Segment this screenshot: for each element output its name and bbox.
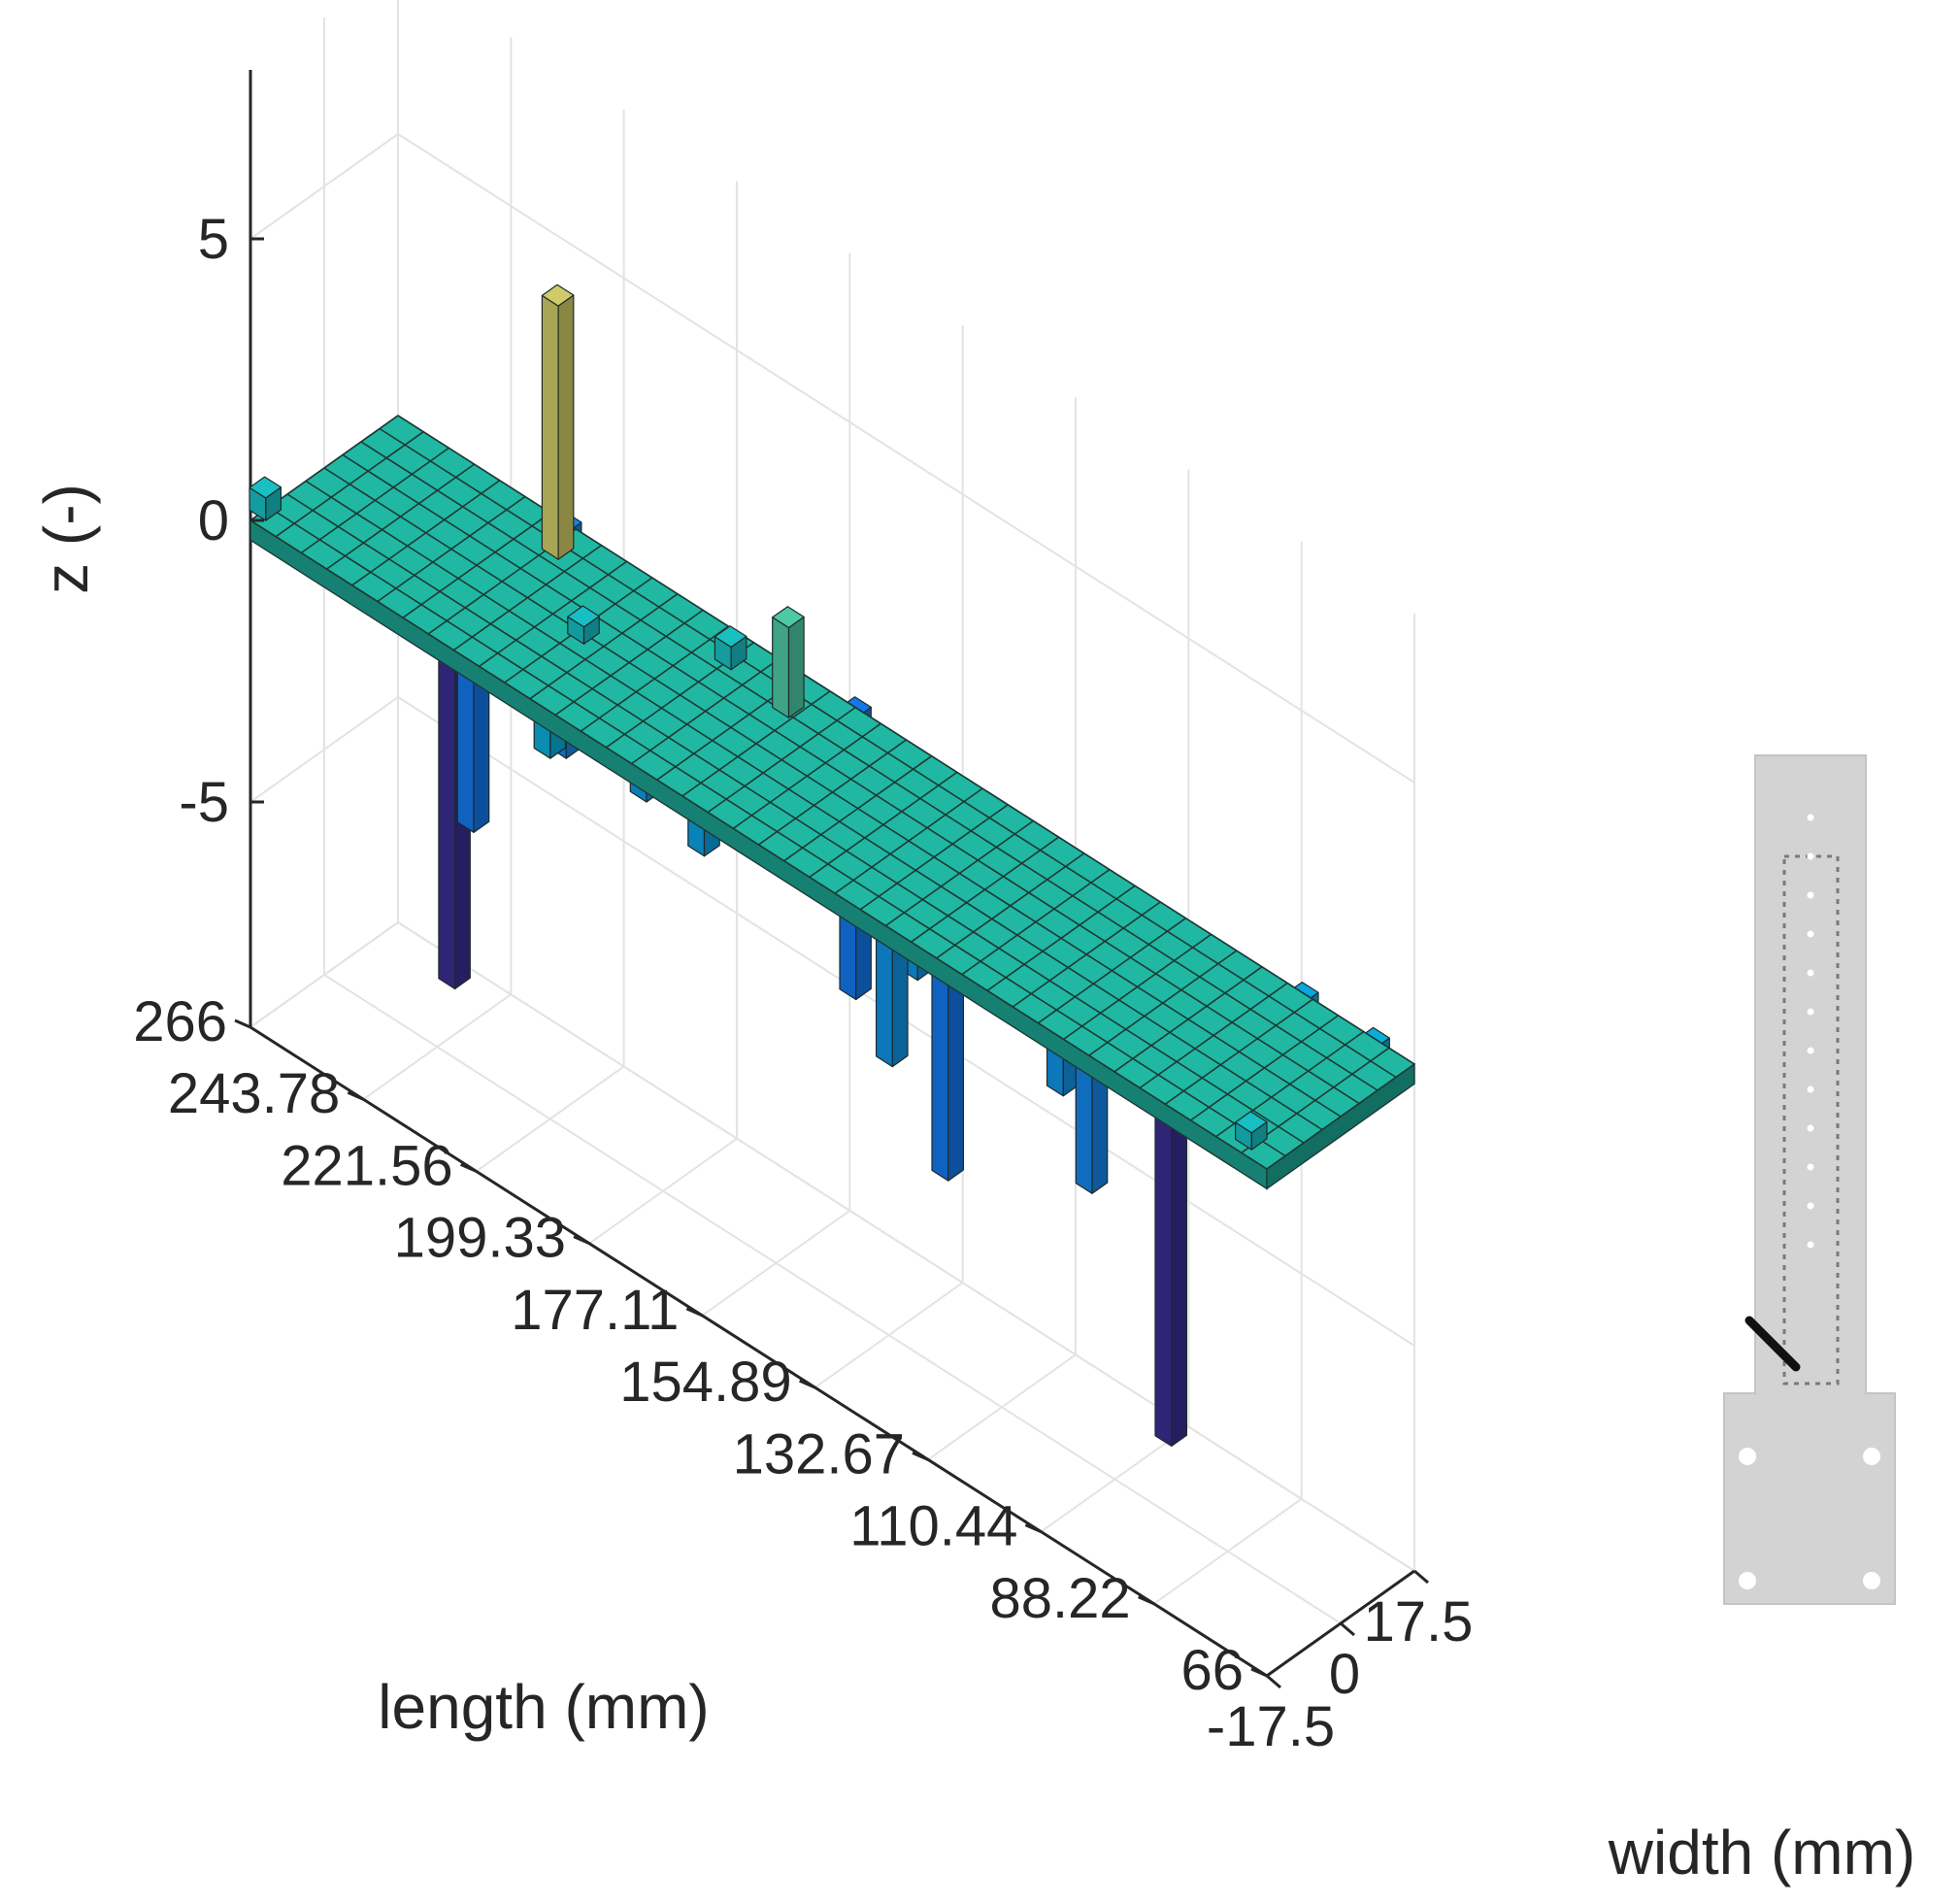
mount-hole bbox=[1863, 1448, 1880, 1465]
specimen-inset bbox=[1723, 754, 1896, 1605]
length-tick-mark bbox=[234, 1018, 251, 1029]
width-tick-label: 0 bbox=[1329, 1643, 1360, 1706]
length-tick-mark bbox=[460, 1163, 478, 1173]
length-tick-mark bbox=[685, 1307, 703, 1318]
width-tick-label: 17.5 bbox=[1364, 1590, 1474, 1653]
mount-hole bbox=[1739, 1448, 1756, 1465]
sensor-dot bbox=[1807, 852, 1814, 860]
sensor-dot bbox=[1807, 969, 1814, 977]
length-tick-label: 66 bbox=[1180, 1639, 1244, 1702]
specimen-outline bbox=[1723, 754, 1896, 1605]
length-tick-label: 132.67 bbox=[733, 1422, 905, 1486]
sensor-dot bbox=[1807, 814, 1814, 821]
sensor-dot bbox=[1807, 1008, 1814, 1016]
bars bbox=[249, 284, 1268, 1151]
length-tick-mark bbox=[1138, 1595, 1155, 1606]
bar bbox=[1234, 1111, 1268, 1151]
length-tick-label: 199.33 bbox=[394, 1207, 566, 1270]
z-tick-label: 0 bbox=[198, 489, 229, 552]
bar bbox=[567, 605, 600, 645]
sensor-dot bbox=[1807, 1085, 1814, 1093]
length-tick-label: 221.56 bbox=[281, 1134, 452, 1197]
measurement-region bbox=[1782, 854, 1840, 1386]
length-tick-label: 243.78 bbox=[168, 1062, 340, 1125]
bar bbox=[249, 476, 282, 521]
sensor-dot bbox=[1807, 1163, 1814, 1171]
z-tick-label: 5 bbox=[198, 208, 229, 271]
length-tick-label: 88.22 bbox=[990, 1567, 1131, 1630]
indicator-arrow bbox=[1744, 1316, 1801, 1372]
bar bbox=[541, 284, 575, 560]
length-tick-mark bbox=[573, 1235, 590, 1246]
sensor-dot bbox=[1807, 1124, 1814, 1132]
bar bbox=[714, 625, 747, 671]
tick-labels: 5 0 -5 266 243.78 221.56 199.33 177.11 154.89 132… bbox=[133, 208, 1473, 1758]
width-tick-mark bbox=[1340, 1621, 1355, 1637]
width-tick-label: -17.5 bbox=[1207, 1695, 1335, 1758]
z-axis-label: z (-) bbox=[31, 484, 101, 594]
length-tick-mark bbox=[1250, 1667, 1268, 1678]
length-tick-mark bbox=[1024, 1523, 1042, 1533]
z-tick-label: -5 bbox=[179, 771, 229, 834]
length-tick-label: 154.89 bbox=[619, 1351, 791, 1414]
length-tick-mark bbox=[347, 1090, 364, 1101]
length-tick-label: 177.11 bbox=[511, 1279, 679, 1342]
length-axis-line bbox=[249, 1025, 1268, 1678]
plate-mesh bbox=[249, 415, 1416, 1190]
sensor-dot bbox=[1807, 1047, 1814, 1054]
length-tick-mark bbox=[799, 1379, 816, 1389]
specimen-surface bbox=[249, 415, 1416, 1448]
sensor-points bbox=[1807, 814, 1814, 1249]
width-axis-label: width (mm) bbox=[1608, 1818, 1915, 1887]
mount-hole bbox=[1739, 1572, 1756, 1589]
mount-hole bbox=[1863, 1572, 1880, 1589]
bar bbox=[772, 606, 805, 718]
sensor-dot bbox=[1807, 930, 1814, 938]
sensor-dot bbox=[1807, 1202, 1814, 1210]
length-tick-label: 266 bbox=[133, 990, 227, 1053]
length-axis-label: length (mm) bbox=[378, 1672, 709, 1742]
length-tick-mark bbox=[912, 1451, 929, 1461]
length-tick-label: 110.44 bbox=[849, 1495, 1017, 1558]
width-tick-mark bbox=[1266, 1674, 1281, 1689]
sensor-dot bbox=[1807, 1241, 1814, 1249]
width-tick-mark bbox=[1413, 1569, 1429, 1585]
sensor-dot bbox=[1807, 891, 1814, 899]
